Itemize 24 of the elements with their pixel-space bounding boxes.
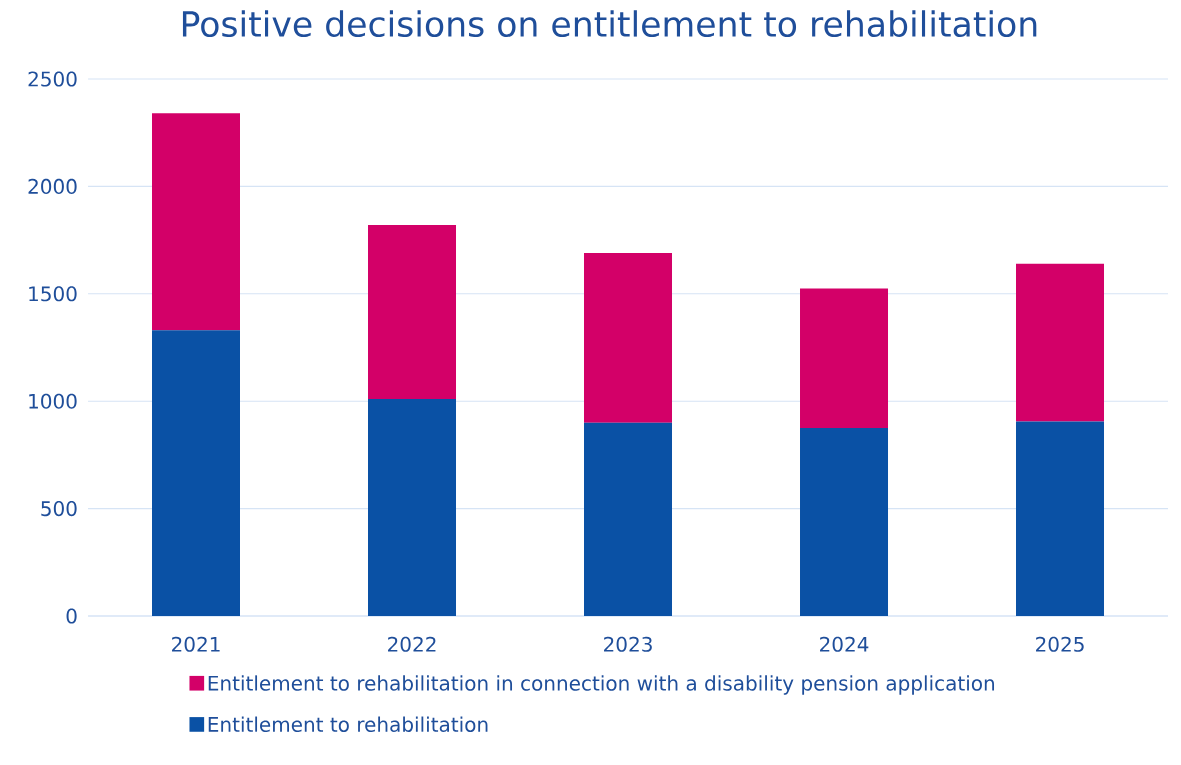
bar (152, 330, 240, 616)
bar (368, 225, 457, 400)
bar (152, 113, 240, 331)
y-tick-label: 2500 (28, 71, 77, 87)
bar (1016, 263, 1105, 422)
legend-label: Entitlement to rehabilitation in connection with a disability pension application (208, 675, 995, 695)
bar (584, 252, 673, 423)
x-tick-label: 2025 (1036, 636, 1084, 652)
y-tick-label: 500 (41, 501, 77, 517)
legend-label: Entitlement to rehabilitation (208, 716, 488, 732)
chart-title: Positive decisions on entitlement to rehabilitation (182, 10, 1037, 38)
y-tick-label: 0 (66, 608, 77, 624)
bar (584, 422, 673, 616)
y-tick-label: 2000 (28, 178, 77, 194)
x-tick-label: 2024 (820, 636, 869, 652)
bar (800, 288, 889, 429)
y-tick-label: 1000 (29, 393, 77, 409)
x-tick-label: 2022 (388, 636, 436, 652)
bar (1016, 421, 1105, 616)
x-tick-label: 2021 (172, 636, 220, 652)
y-tick-label: 1500 (29, 286, 77, 302)
bar (800, 428, 889, 616)
bar (368, 399, 457, 616)
x-tick-label: 2023 (604, 636, 652, 652)
